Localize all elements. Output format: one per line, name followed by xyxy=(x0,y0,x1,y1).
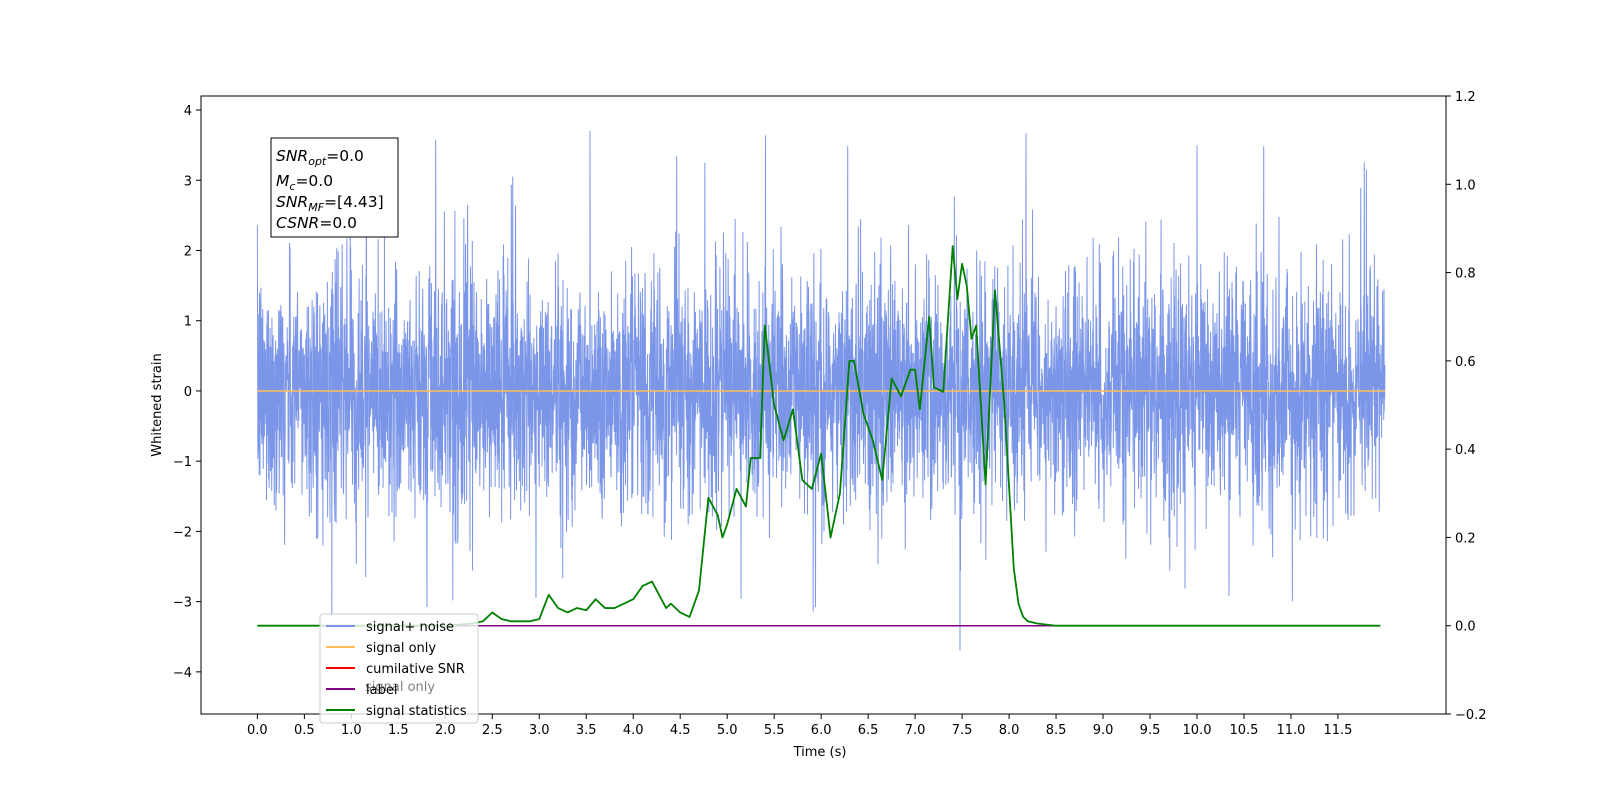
signal-noise-line xyxy=(256,130,1386,651)
y2-tick-label: 1.2 xyxy=(1455,90,1476,105)
x-tick-label: 5.0 xyxy=(717,723,738,738)
x-tick-label: 0.5 xyxy=(294,723,315,738)
x-tick-label: 3.0 xyxy=(529,723,550,738)
x-tick-label: 0.0 xyxy=(247,723,268,738)
annotation-line-snr-opt: SNRopt=0.0 xyxy=(276,147,364,168)
x-axis-label: Time (s) xyxy=(793,745,847,760)
x-tick-label: 4.5 xyxy=(670,723,691,738)
x-tick-label: 1.0 xyxy=(341,723,362,738)
y2-tick-label: 0.8 xyxy=(1455,267,1476,282)
annotation-line-csnr: CSNR=0.0 xyxy=(276,214,357,232)
legend-entry: signal only xyxy=(326,641,436,656)
x-tick-label: 11.5 xyxy=(1323,723,1352,738)
y-tick-label: −2 xyxy=(173,525,192,540)
x-tick-label: 2.0 xyxy=(435,723,456,738)
y-tick-label: 0 xyxy=(184,385,192,400)
x-tick-label: 6.0 xyxy=(811,723,832,738)
y2-tick-label: 0.0 xyxy=(1455,620,1476,635)
x-tick-label: 11.0 xyxy=(1276,723,1305,738)
y-axis-right: 1.2 1.0 0.8 0.6 0.4 0.2 0.0 −0.2 xyxy=(1446,90,1487,723)
annotation-box: SNRopt=0.0 Mc=0.0 SNRMF=[4.43] CSNR=0.0 xyxy=(270,137,399,238)
signal-statistics-line xyxy=(257,245,1381,627)
x-tick-label: 8.0 xyxy=(999,723,1020,738)
y-tick-label: −4 xyxy=(173,666,192,681)
x-tick-label: 10.5 xyxy=(1230,723,1259,738)
legend-label: signal only xyxy=(366,641,436,656)
x-tick-label: 6.5 xyxy=(858,723,879,738)
x-tick-label: 8.5 xyxy=(1046,723,1067,738)
plot-frame xyxy=(200,95,1447,715)
y-tick-label: −3 xyxy=(173,596,192,611)
x-tick-label: 10.0 xyxy=(1183,723,1212,738)
x-tick-label: 3.5 xyxy=(576,723,597,738)
x-tick-label: 1.5 xyxy=(388,723,409,738)
annotation-line-mc: Mc=0.0 xyxy=(276,172,333,193)
legend-label: label xyxy=(366,683,397,698)
x-tick-label: 5.5 xyxy=(764,723,785,738)
legend-frame xyxy=(319,613,479,724)
y-tick-label: 3 xyxy=(184,174,192,189)
legend-label: cumilative SNR xyxy=(366,662,465,677)
y-tick-label: 1 xyxy=(184,315,192,330)
y2-tick-label: 0.2 xyxy=(1455,531,1476,546)
legend-entry: label xyxy=(326,683,397,698)
y-tick-label: 2 xyxy=(184,245,192,260)
annotation-frame xyxy=(270,137,399,238)
y2-tick-label: 0.4 xyxy=(1455,443,1476,458)
x-tick-label: 7.5 xyxy=(952,723,973,738)
y-axis-left: 4 3 2 1 0 −1 −2 −3 −4 xyxy=(173,104,201,681)
x-tick-label: 4.0 xyxy=(623,723,644,738)
legend-entry: signal statistics xyxy=(326,704,467,719)
legend-label: signal statistics xyxy=(366,704,467,719)
legend-entry: cumilative SNR xyxy=(326,662,465,677)
x-tick-label: 2.5 xyxy=(482,723,503,738)
x-axis: 0.0 0.5 1.0 1.5 2.0 2.5 3.0 3.5 4.0 4.5 5.0 5.5 6.0 6… xyxy=(247,714,1352,738)
legend-label: signal+ noise xyxy=(366,620,454,635)
x-tick-label: 9.0 xyxy=(1093,723,1114,738)
y2-tick-label: 1.0 xyxy=(1455,178,1476,193)
y-tick-label: 4 xyxy=(184,104,192,119)
y-tick-label: −1 xyxy=(173,455,192,470)
y2-tick-label: 0.6 xyxy=(1455,355,1476,370)
y-axis-label: Whitened strain xyxy=(150,353,165,456)
y2-tick-label: −0.2 xyxy=(1455,708,1487,723)
legend-hidden-text: signal only xyxy=(365,680,435,695)
x-tick-label: 9.5 xyxy=(1140,723,1161,738)
annotation-line-snr-mf: SNRMF=[4.43] xyxy=(276,193,384,214)
x-tick-label: 7.0 xyxy=(905,723,926,738)
signal-noise-series xyxy=(256,130,1386,651)
legend: signal only signal+ noise signal only cu… xyxy=(319,613,479,724)
legend-entry: signal+ noise xyxy=(326,620,454,635)
